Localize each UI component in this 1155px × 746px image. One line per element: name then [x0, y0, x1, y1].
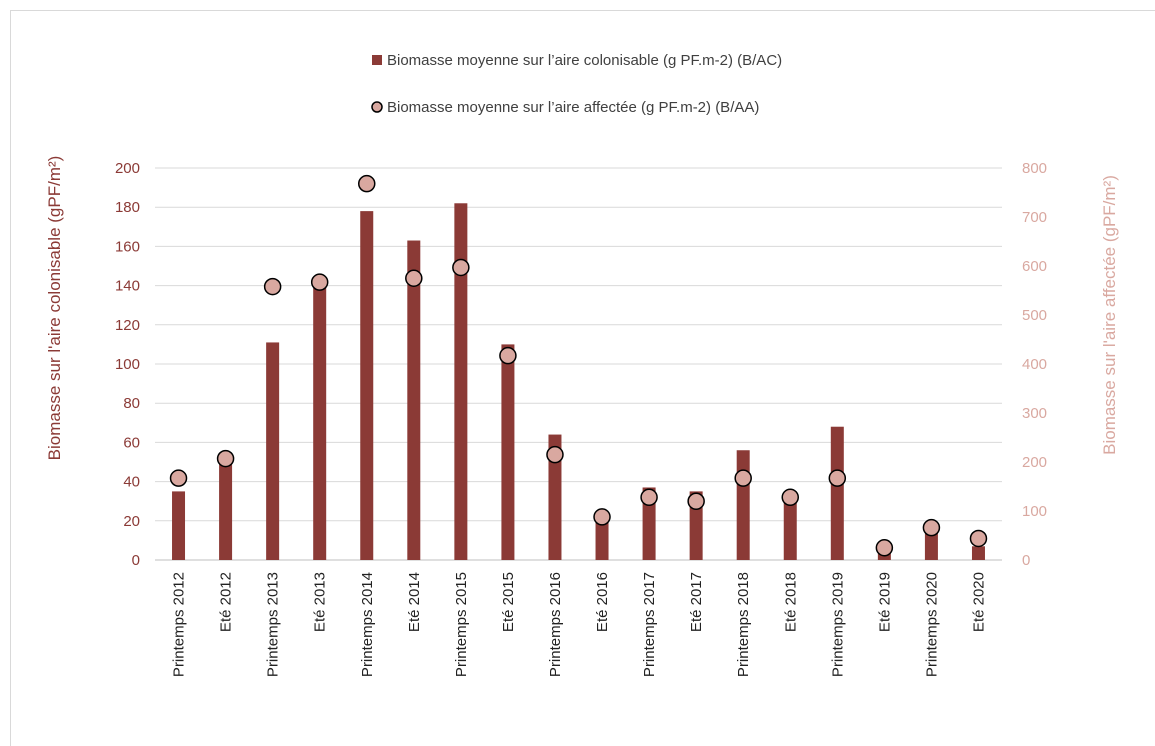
y2-axis-title: Biomasse sur l'aire affectée (gPF/m²) [1100, 175, 1119, 455]
y-tick-label: 0 [132, 552, 140, 569]
legend-marker-label: Biomasse moyenne sur l’aire affectée (g … [387, 99, 759, 116]
y2-tick-label: 400 [1022, 356, 1047, 373]
x-tick-label: Eté 2015 [500, 572, 517, 632]
bar [219, 462, 233, 560]
bar [971, 546, 985, 560]
x-tick-label: Printemps 2020 [923, 572, 940, 677]
x-tick-label: Eté 2020 [970, 572, 987, 632]
y-tick-label: 80 [123, 395, 140, 412]
legend-bar-swatch [372, 55, 382, 65]
marker-point [828, 469, 847, 487]
marker-point [922, 518, 941, 537]
x-tick-label: Eté 2014 [406, 572, 423, 632]
y-tick-label: 100 [115, 356, 140, 373]
marker-point [734, 469, 752, 487]
y2-axis-ticks: 0 100 200 300 400 500 600 700 800 [1022, 160, 1047, 569]
y2-tick-label: 200 [1022, 454, 1047, 471]
x-tick-label: Printemps 2018 [735, 572, 752, 677]
marker-point [687, 492, 705, 510]
marker-point [640, 488, 658, 507]
x-tick-label: Eté 2019 [876, 572, 893, 632]
marker-series [169, 174, 988, 557]
y-tick-label: 160 [115, 238, 140, 255]
bar [266, 342, 280, 560]
y-axis-ticks: 0 20 40 60 80 100 120 140 160 180 200 [115, 160, 140, 569]
bar [642, 487, 656, 560]
x-tick-label: Printemps 2016 [547, 572, 564, 677]
x-tick-label: Eté 2018 [782, 572, 799, 632]
marker-point [216, 449, 235, 468]
marker-point [452, 258, 470, 277]
y-tick-label: 140 [115, 278, 140, 295]
marker-point [546, 445, 564, 464]
marker-point [781, 488, 799, 507]
bar [501, 344, 515, 560]
chart-frame [10, 10, 1155, 746]
bar [830, 426, 844, 560]
marker-point [593, 508, 611, 526]
legend: Biomasse moyenne sur l’aire colonisable … [371, 52, 782, 116]
y2-tick-label: 100 [1022, 503, 1047, 520]
x-tick-label: Printemps 2012 [171, 572, 188, 677]
x-tick-label: Eté 2017 [688, 572, 705, 632]
x-tick-label: Eté 2016 [594, 572, 611, 632]
x-tick-label: Printemps 2015 [453, 572, 470, 677]
bar [172, 491, 186, 560]
x-tick-label: Printemps 2014 [359, 572, 376, 677]
legend-bar-label: Biomasse moyenne sur l’aire colonisable … [387, 52, 782, 69]
marker-point [358, 174, 376, 193]
y-tick-label: 20 [123, 513, 140, 530]
bar-series [172, 203, 985, 560]
bar [595, 518, 609, 560]
marker-point [499, 346, 517, 365]
y-tick-label: 40 [123, 474, 140, 491]
y-axis-title: Biomasse sur l'aire colonisable (gPF/m²) [45, 156, 64, 461]
x-tick-label: Printemps 2013 [265, 572, 282, 677]
bar [783, 491, 797, 560]
marker-point [310, 273, 329, 291]
y-tick-label: 180 [115, 199, 140, 216]
marker-point [969, 529, 988, 548]
marker-point [263, 277, 282, 296]
grid-lines [155, 167, 1002, 561]
y-tick-label: 120 [115, 317, 140, 334]
y-tick-label: 60 [123, 434, 140, 451]
marker-point [875, 539, 894, 557]
y2-tick-label: 800 [1022, 160, 1047, 177]
x-tick-label: Eté 2013 [312, 572, 329, 632]
x-tick-label: Printemps 2017 [641, 572, 658, 677]
bar [548, 434, 562, 560]
x-tick-label: Printemps 2019 [829, 572, 846, 677]
y2-tick-label: 600 [1022, 258, 1047, 275]
bar [407, 240, 421, 560]
marker-point [169, 469, 188, 487]
y2-tick-label: 700 [1022, 209, 1047, 226]
y-tick-label: 200 [115, 160, 140, 177]
y2-tick-label: 300 [1022, 405, 1047, 422]
y2-tick-label: 500 [1022, 307, 1047, 324]
bar [454, 203, 468, 560]
bar [736, 450, 750, 560]
marker-point [405, 269, 423, 287]
bar [313, 281, 327, 560]
x-axis-labels: Printemps 2012 Eté 2012 Printemps 2013 Eté … [171, 572, 988, 677]
x-tick-label: Eté 2012 [218, 572, 235, 632]
y2-tick-label: 0 [1022, 552, 1030, 569]
bar [360, 211, 374, 560]
bar [924, 528, 938, 560]
legend-marker-swatch [371, 101, 383, 113]
